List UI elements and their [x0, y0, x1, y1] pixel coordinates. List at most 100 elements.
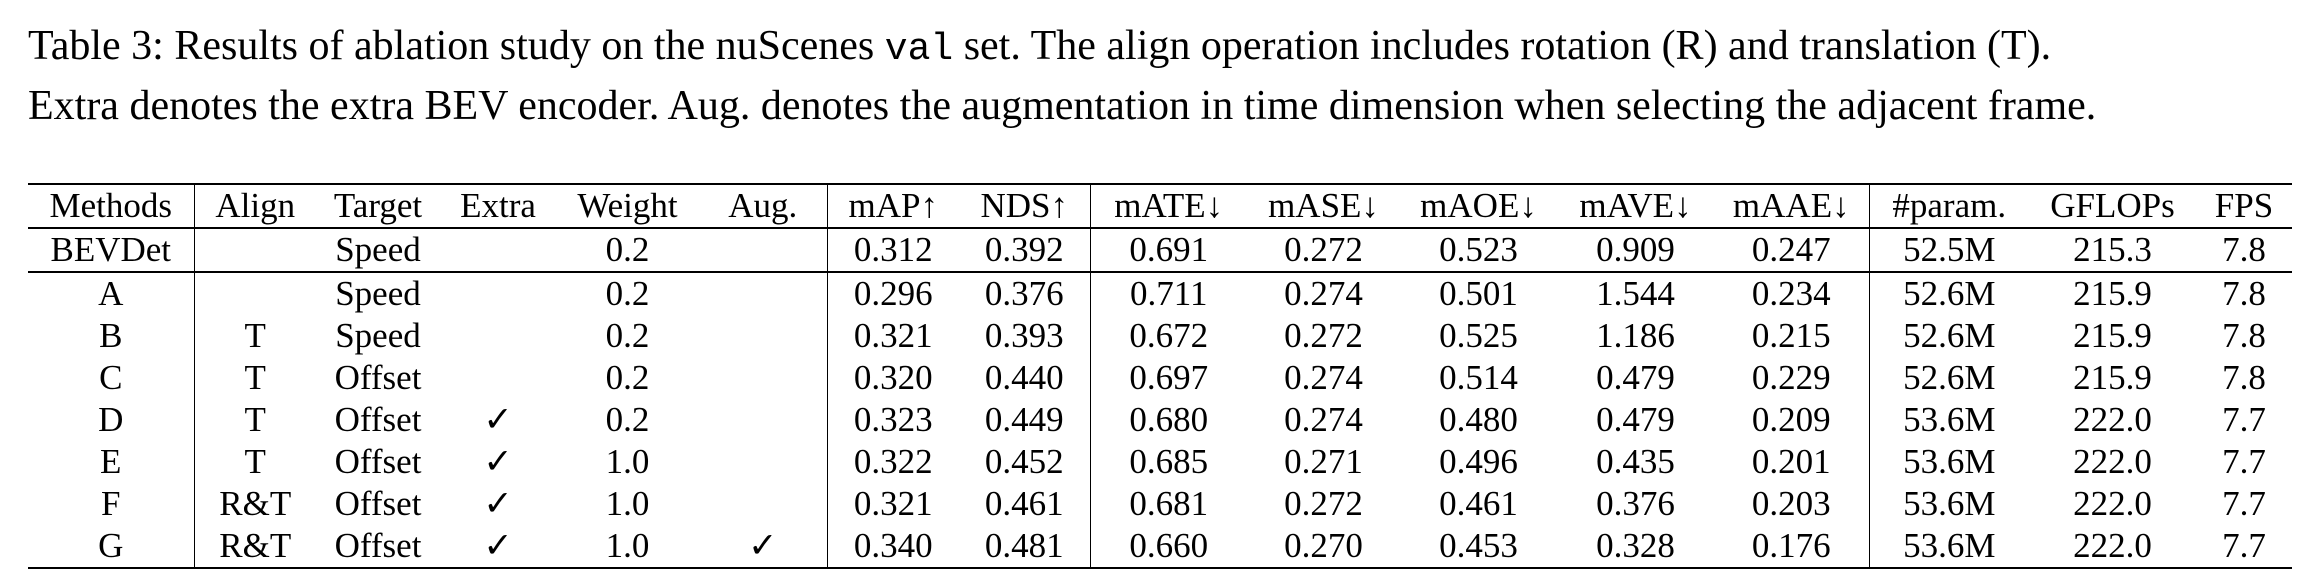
cell-gflops: 222.0: [2029, 525, 2196, 569]
cell-target: Offset: [334, 484, 422, 523]
caption-line-2: Extra denotes the extra BEV encoder. Aug…: [28, 83, 2097, 129]
cell-param: 52.6M: [1903, 358, 1996, 397]
cell-gflops: 222.0: [2073, 400, 2152, 439]
cell-mate: 0.711: [1130, 274, 1208, 313]
cell-align: R&T: [194, 525, 316, 569]
cell-weight: 0.2: [605, 274, 650, 313]
cell-map: 0.322: [853, 442, 933, 481]
ablation-results-table: Methods Align Target Extra Weight Aug. m…: [28, 183, 2292, 569]
cell-target: Offset: [334, 442, 422, 481]
cell-fps: 7.7: [2222, 400, 2266, 439]
cell-mate: 0.697: [1129, 358, 1209, 397]
cell-weight: 1.0: [605, 442, 650, 481]
cell-maoe: 0.525: [1439, 316, 1518, 355]
cell-mave: 1.186: [1596, 316, 1675, 355]
caption-line-1: Table 3: Results of ablation study on th…: [28, 18, 2308, 78]
cell-methods: BEVDet: [28, 228, 195, 273]
cell-mave: 0.479: [1596, 400, 1675, 439]
cell-target: Speed: [335, 316, 421, 355]
cell-mase: 0.274: [1284, 400, 1363, 439]
cell-map: 0.321: [853, 484, 933, 523]
cell-gflops: 215.9: [2073, 316, 2152, 355]
cell-mave: 0.376: [1596, 484, 1675, 523]
cell-target: Offset: [316, 525, 440, 569]
cell-extra: [440, 272, 556, 315]
table-caption: Table 3: Results of ablation study on th…: [28, 18, 2308, 134]
cell-aug: [699, 441, 828, 483]
table-row: A Speed 0.2 0.296 0.376 0.711 0.274 0.501 1.544 0…: [28, 272, 2292, 315]
cell-align: R&T: [219, 484, 292, 523]
cell-mave: 1.544: [1596, 274, 1675, 313]
header-map: mAP↑: [827, 183, 959, 229]
cell-nds: 0.461: [959, 483, 1091, 525]
cell-methods: E: [28, 441, 195, 483]
header-maoe: mAOE↓: [1400, 183, 1557, 229]
caption-mono-text: val: [884, 28, 954, 71]
table-header-row: Methods Align Target Extra Weight Aug. m…: [28, 183, 2292, 229]
cell-map: 0.312: [827, 228, 959, 273]
cell-methods: D: [28, 399, 195, 441]
cell-nds: 0.392: [959, 228, 1091, 273]
cell-mase: 0.272: [1247, 228, 1400, 273]
cell-maae: 0.176: [1714, 525, 1870, 569]
cell-mate: 0.681: [1129, 484, 1209, 523]
header-aug: Aug.: [699, 183, 828, 229]
cell-fps: 7.8: [2196, 228, 2292, 273]
cell-gflops: 215.3: [2029, 228, 2196, 273]
cell-nds: 0.440: [959, 357, 1091, 399]
caption-text-continued: set. The align operation includes rotati…: [953, 23, 2052, 69]
cell-aug: [699, 483, 828, 525]
cell-maae: 0.203: [1714, 483, 1870, 525]
header-mave: mAVE↓: [1557, 183, 1714, 229]
cell-maae: 0.209: [1714, 399, 1870, 441]
cell-mase: 0.272: [1284, 316, 1363, 355]
cell-fps: 7.7: [2222, 442, 2266, 481]
cell-nds: 0.449: [959, 399, 1091, 441]
table-row-baseline: BEVDet Speed 0.2 0.312 0.392 0.691 0.272 0.523 0…: [28, 228, 2292, 273]
cell-param: 52.6M: [1903, 274, 1996, 313]
header-target: Target: [316, 183, 440, 229]
table-row: B T Speed 0.2 0.321 0.393 0.672 0.272 0.525 1.186…: [28, 315, 2292, 357]
cell-aug: ✓: [699, 525, 828, 569]
cell-gflops: 215.9: [2073, 358, 2152, 397]
cell-maae: 0.234: [1714, 272, 1870, 315]
cell-mave: 0.328: [1557, 525, 1714, 569]
cell-maoe: 0.501: [1439, 274, 1518, 313]
cell-mase: 0.272: [1284, 484, 1363, 523]
cell-mate: 0.680: [1129, 400, 1209, 439]
cell-map: 0.320: [853, 358, 933, 397]
cell-mate: 0.672: [1129, 316, 1209, 355]
cell-extra: [440, 315, 556, 357]
cell-maae: 0.201: [1714, 441, 1870, 483]
cell-fps: 7.8: [2222, 274, 2266, 313]
cell-gflops: 215.9: [2073, 274, 2152, 313]
header-methods: Methods: [28, 183, 195, 229]
cell-mase: 0.274: [1284, 358, 1363, 397]
cell-gflops: 222.0: [2073, 442, 2152, 481]
cell-fps: 7.8: [2222, 316, 2266, 355]
cell-weight: 0.2: [556, 228, 699, 273]
cell-weight: 0.2: [605, 358, 650, 397]
cell-gflops: 222.0: [2073, 484, 2152, 523]
cell-mave: 0.435: [1596, 442, 1675, 481]
cell-methods: B: [28, 315, 195, 357]
cell-param: 53.6M: [1903, 484, 1996, 523]
cell-mase: 0.274: [1284, 274, 1363, 313]
cell-param: 53.6M: [1903, 400, 1996, 439]
cell-maae: 0.215: [1714, 315, 1870, 357]
caption-text: Table 3: Results of ablation study on th…: [28, 23, 885, 69]
cell-maae: 0.247: [1714, 228, 1870, 273]
cell-param: 53.6M: [1903, 442, 1996, 481]
table-row: F R&T Offset ✓ 1.0 0.321 0.461 0.681 0.272 0.461 0…: [28, 483, 2292, 525]
cell-nds: 0.393: [959, 315, 1091, 357]
cell-mave: 0.909: [1557, 228, 1714, 273]
header-gflops: GFLOPs: [2029, 183, 2196, 229]
cell-mave: 0.479: [1596, 358, 1675, 397]
header-fps: FPS: [2196, 183, 2292, 229]
cell-fps: 7.7: [2196, 525, 2292, 569]
header-mase: mASE↓: [1247, 183, 1400, 229]
cell-extra: ✓: [483, 442, 513, 481]
header-param: #param.: [1869, 183, 2029, 229]
cell-target: Speed: [335, 274, 421, 313]
table-row: G R&T Offset ✓ 1.0 ✓ 0.340 0.481 0.660 0.270 0.453…: [28, 525, 2292, 569]
